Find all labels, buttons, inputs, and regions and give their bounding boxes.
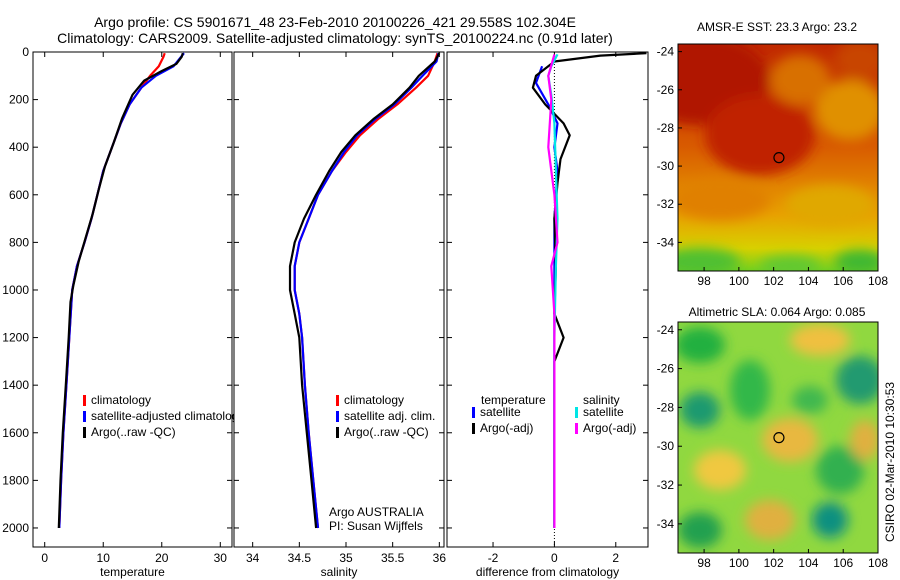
map-x-tick-label: 108 <box>868 556 888 570</box>
legend-item-swatch <box>336 411 339 422</box>
salinity-profile-panel: 34 34.5 35 35.5 36 salinity climatology satelli… <box>233 51 447 579</box>
x-axis-label: salinity <box>321 565 358 579</box>
x-tick-label: 0 <box>41 551 48 565</box>
map-x-tick-label: 102 <box>764 556 784 570</box>
x-tick-label: -2 <box>488 551 499 565</box>
legend-item-swatch <box>472 423 475 434</box>
x-tick-label: 34.5 <box>288 551 312 565</box>
plot-frame <box>32 51 233 548</box>
x-tick-label: 0 <box>551 551 558 565</box>
y-tick-label: 1600 <box>2 426 29 440</box>
map-x-tick-label: 100 <box>729 556 749 570</box>
temperature-profile-panel: 0 10 20 30 0 200 400 600 800 1000 1200 1400 1600 1800… <box>2 45 244 579</box>
map-x-tick-label: 104 <box>798 274 818 288</box>
legend-item-label: climatology <box>91 393 151 407</box>
legend-item-label: Argo(-adj) <box>480 421 533 435</box>
figure-title-line1: Argo profile: CS 5901671_48 23-Feb-2010 … <box>94 14 576 30</box>
legend-item-swatch <box>336 395 339 406</box>
sla-map-panel: Altimetric SLA: 0.064 Argo: 0.085 98 100 1… <box>657 305 889 570</box>
sla-map-field <box>678 322 878 553</box>
x-tick-label: 35.5 <box>381 551 405 565</box>
series-line-salinity_argo <box>547 54 559 528</box>
legend-item-label: satellite-adjusted climatology <box>91 409 244 423</box>
map-x-tick-label: 102 <box>764 274 784 288</box>
y-tick-label: 400 <box>9 140 29 154</box>
legend-item-label: Argo(..raw -QC) <box>344 425 429 439</box>
y-tick-label: 200 <box>9 93 29 107</box>
map-y-tick-label: -32 <box>657 197 675 211</box>
map-x-tick-label: 106 <box>833 556 853 570</box>
figure-title-line2: Climatology: CARS2009. Satellite-adjuste… <box>57 30 613 46</box>
map-x-tick-label: 106 <box>833 274 853 288</box>
map-y-tick-label: -24 <box>657 45 675 59</box>
x-tick-label: 10 <box>97 551 111 565</box>
legend-title-salinity: salinity <box>583 393 620 407</box>
y-tick-label: 1400 <box>2 378 29 392</box>
y-tick-label: 1800 <box>2 473 29 487</box>
y-tick-label: 800 <box>9 235 29 249</box>
sla-map-title: Altimetric SLA: 0.064 Argo: 0.085 <box>689 305 866 319</box>
float-annotation: PI: Susan Wijffels <box>329 519 423 533</box>
sst-map-field <box>678 44 878 271</box>
y-tick-label: 1000 <box>2 283 29 297</box>
plot-frame <box>446 51 649 548</box>
legend-item-label: Argo(..raw -QC) <box>91 425 176 439</box>
y-tick-label: 1200 <box>2 331 29 345</box>
legend-item-label: satellite <box>583 405 624 419</box>
y-tick-label: 0 <box>22 45 29 59</box>
legend-item-label: satellite adj. clim. <box>344 409 435 423</box>
map-y-tick-label: -26 <box>657 362 675 376</box>
map-y-tick-label: -28 <box>657 400 675 414</box>
legend-item-label: Argo(-adj) <box>583 421 636 435</box>
map-y-tick-label: -24 <box>657 323 675 337</box>
legend-item-swatch <box>472 407 475 418</box>
map-y-tick-label: -26 <box>657 83 675 97</box>
map-y-tick-label: -32 <box>657 478 675 492</box>
map-y-tick-label: -34 <box>657 517 675 531</box>
legend-title-temperature: temperature <box>481 393 546 407</box>
sst-map-title: AMSR-E SST: 23.3 Argo: 23.2 <box>697 20 857 34</box>
x-axis-label: temperature <box>100 565 165 579</box>
map-y-tick-label: -30 <box>657 159 675 173</box>
legend-item-swatch <box>336 427 339 438</box>
argo-location-marker <box>773 152 785 164</box>
legend-item-label: satellite <box>480 405 521 419</box>
x-tick-label: 36 <box>433 551 447 565</box>
map-x-tick-label: 98 <box>697 556 711 570</box>
map-x-tick-label: 104 <box>798 556 818 570</box>
y-tick-label: 600 <box>9 188 29 202</box>
legend-item-swatch <box>575 407 578 418</box>
legend-item-swatch <box>83 411 86 422</box>
plot-frame <box>233 51 445 548</box>
legend-item-label: climatology <box>344 393 404 407</box>
float-annotation: Argo AUSTRALIA <box>329 505 424 519</box>
x-tick-label: 34 <box>246 551 260 565</box>
argo-location-marker <box>773 432 785 444</box>
y-tick-label: 2000 <box>2 521 29 535</box>
series-line-argo <box>288 52 441 529</box>
map-x-tick-label: 108 <box>868 274 888 288</box>
legend-item-swatch <box>575 423 578 434</box>
x-tick-label: 35 <box>339 551 353 565</box>
x-tick-label: 2 <box>612 551 619 565</box>
x-tick-label: 30 <box>214 551 228 565</box>
legend-item-swatch <box>83 395 86 406</box>
map-y-tick-label: -30 <box>657 439 675 453</box>
map-y-tick-label: -34 <box>657 235 675 249</box>
series-line-argo <box>531 52 647 528</box>
x-tick-label: 20 <box>155 551 169 565</box>
map-x-tick-label: 98 <box>697 274 711 288</box>
side-note: CSIRO 02-Mar-2010 10:30:53 <box>883 382 897 542</box>
legend-item-swatch <box>83 427 86 438</box>
series-line-argo <box>57 52 184 529</box>
map-y-tick-label: -28 <box>657 121 675 135</box>
sst-map-panel: AMSR-E SST: 23.3 Argo: 23.2 98 100 102 104 1… <box>657 20 889 288</box>
map-x-tick-label: 100 <box>729 274 749 288</box>
x-axis-label: difference from climatology <box>476 565 619 579</box>
series-line-satellite <box>293 52 440 529</box>
